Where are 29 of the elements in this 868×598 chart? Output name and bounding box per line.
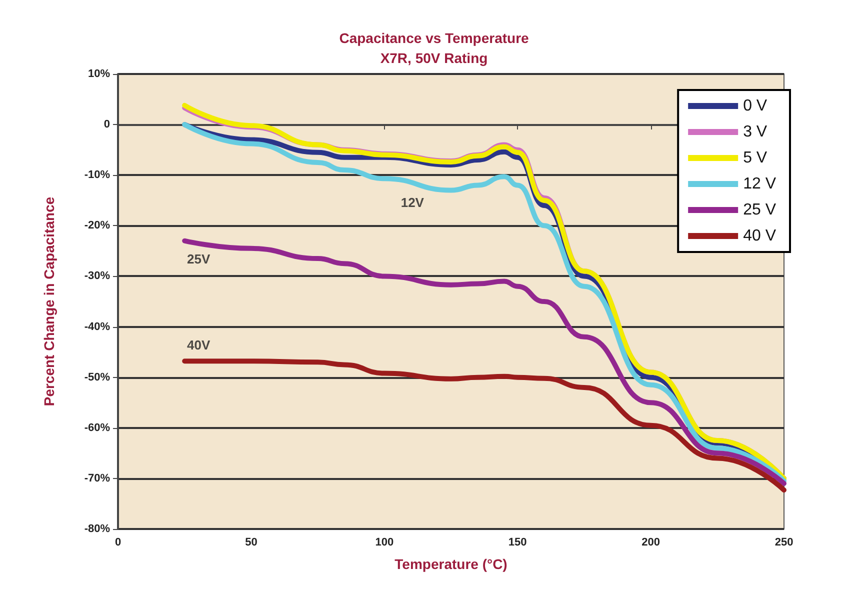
legend-label: 12 V bbox=[743, 176, 776, 192]
y-tick-label: -60% bbox=[84, 422, 110, 434]
legend-label: 25 V bbox=[743, 202, 776, 218]
x-axis-title: Temperature (°C) bbox=[394, 556, 508, 572]
annotation: 12V bbox=[400, 195, 424, 210]
annotation: 40V bbox=[187, 338, 210, 353]
legend-label: 5 V bbox=[743, 150, 768, 166]
y-tick-label: -20% bbox=[84, 220, 110, 232]
y-tick-label: -50% bbox=[84, 371, 110, 384]
x-tick-label: 250 bbox=[774, 536, 794, 548]
legend-label: 0 V bbox=[743, 98, 768, 114]
chart-title: Capacitance vs Temperature bbox=[339, 30, 530, 46]
y-tick-label: -30% bbox=[84, 270, 110, 282]
x-tick-label: 0 bbox=[114, 536, 122, 548]
y-tick-label: -10% bbox=[84, 169, 110, 182]
y-axis-title: Percent Change in Capacitance bbox=[41, 196, 57, 406]
legend-label: 3 V bbox=[743, 124, 768, 140]
y-tick-label: 0 bbox=[104, 118, 110, 131]
x-tick-label: 150 bbox=[508, 536, 527, 548]
y-tick-label: -40% bbox=[84, 320, 110, 333]
y-tick-label: -70% bbox=[84, 472, 110, 484]
x-tick-label: 200 bbox=[642, 536, 660, 548]
x-tick-label: 50 bbox=[245, 536, 258, 548]
annotation: 25V bbox=[187, 251, 210, 266]
y-tick-label: -80% bbox=[84, 523, 110, 535]
legend-label: 40 V bbox=[743, 228, 776, 244]
y-tick-label: 10% bbox=[88, 68, 110, 80]
x-tick-label: 100 bbox=[375, 536, 394, 548]
chart-subtitle: X7R, 50V Rating bbox=[380, 50, 488, 66]
